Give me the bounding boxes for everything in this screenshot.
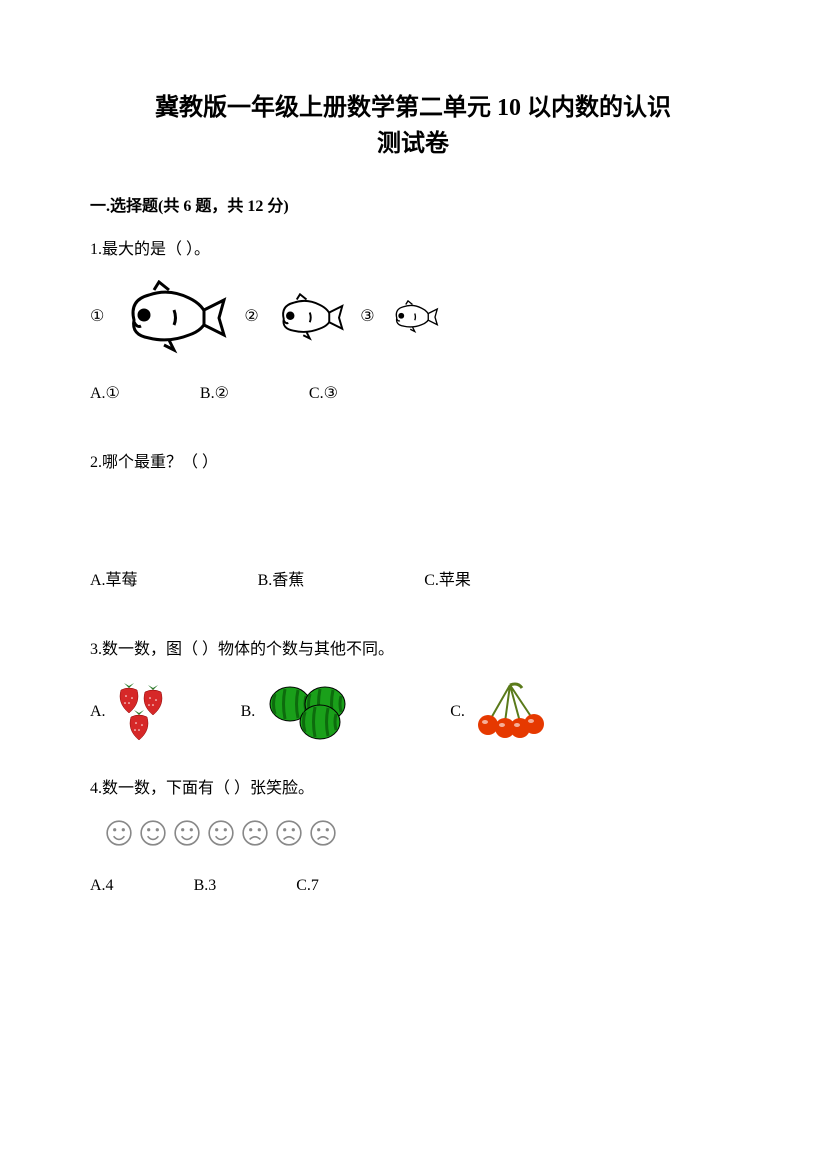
q4-options: A.4 B.3 C.7 xyxy=(90,872,736,901)
q2-text: 2.哪个最重？（ ） xyxy=(90,449,736,478)
watermelon-icon xyxy=(260,682,390,742)
face-icon xyxy=(275,819,303,847)
page-title: 冀教版一年级上册数学第二单元 10 以内数的认识 测试卷 xyxy=(90,90,736,162)
q1-options: A.① B.② C.③ xyxy=(90,380,736,409)
q4-faces xyxy=(105,819,736,847)
q4-option-c: C.7 xyxy=(296,872,319,901)
q1-fish-row: ① ② ③ xyxy=(90,280,736,355)
face-icon xyxy=(105,819,133,847)
section-header: 一.选择题(共 6 题，共 12 分) xyxy=(90,192,736,216)
q1-text: 1.最大的是（ ）。 xyxy=(90,236,736,265)
q3-option-c: C. xyxy=(450,680,550,745)
question-3: 3.数一数，图（ ）物体的个数与其他不同。 A. B. xyxy=(90,636,736,745)
strawberry-icon xyxy=(111,680,181,745)
face-icon xyxy=(173,819,201,847)
face-icon xyxy=(139,819,167,847)
face-icon xyxy=(309,819,337,847)
question-1: 1.最大的是（ ）。 ① ② ③ xyxy=(90,236,736,409)
q1-option-b: B.② xyxy=(200,380,229,409)
question-4: 4.数一数，下面有（ ）张笑脸。 A.4 xyxy=(90,775,736,901)
fish-icon xyxy=(274,293,346,342)
q3-option-b: B. xyxy=(241,682,391,742)
q3-option-a: A. xyxy=(90,680,181,745)
q2-option-b: B.香蕉 xyxy=(258,567,305,596)
q4-option-a: A.4 xyxy=(90,872,114,901)
q2-options: A.草莓 B.香蕉 C.苹果 xyxy=(90,567,736,596)
q3-label-a: A. xyxy=(90,698,106,727)
q4-text: 4.数一数，下面有（ ）张笑脸。 xyxy=(90,775,736,804)
cherry-icon xyxy=(470,680,550,745)
q1-option-c: C.③ xyxy=(309,380,338,409)
fish-icon xyxy=(390,300,440,334)
q1-label-3: ③ xyxy=(360,303,374,332)
face-icon xyxy=(207,819,235,847)
q3-options: A. B. xyxy=(90,680,736,745)
q2-option-c: C.苹果 xyxy=(424,567,471,596)
title-line-2: 测试卷 xyxy=(90,126,736,162)
q1-option-a: A.① xyxy=(90,380,120,409)
q3-label-c: C. xyxy=(450,698,465,727)
q1-label-1: ① xyxy=(90,303,104,332)
q3-text: 3.数一数，图（ ）物体的个数与其他不同。 xyxy=(90,636,736,665)
q4-option-b: B.3 xyxy=(194,872,217,901)
title-line-1: 冀教版一年级上册数学第二单元 10 以内数的认识 xyxy=(90,90,736,126)
q1-label-2: ② xyxy=(244,303,258,332)
question-2: 2.哪个最重？（ ） A.草莓 B.香蕉 C.苹果 xyxy=(90,449,736,597)
q2-option-a: A.草莓 xyxy=(90,567,138,596)
q3-label-b: B. xyxy=(241,698,256,727)
face-icon xyxy=(241,819,269,847)
fish-icon xyxy=(119,280,229,355)
